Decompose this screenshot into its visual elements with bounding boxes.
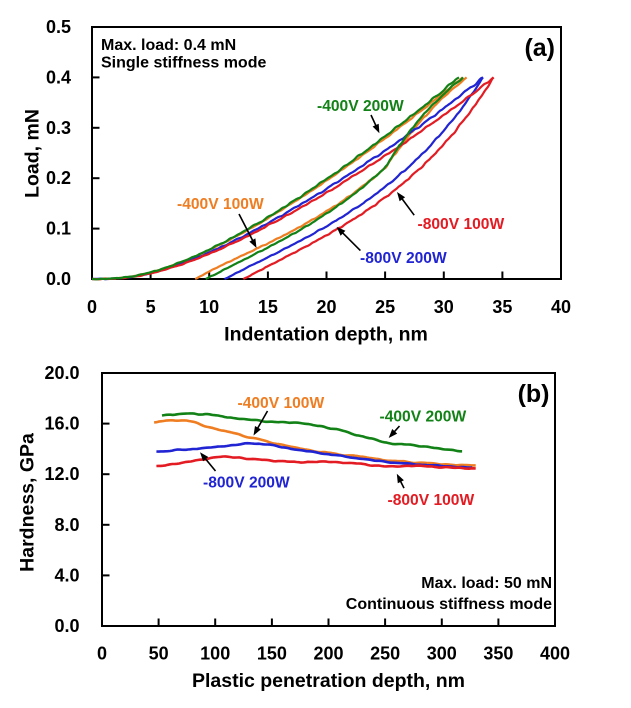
svg-text:Max. load: 50 mN: Max. load: 50 mN bbox=[421, 575, 552, 592]
svg-text:350: 350 bbox=[483, 644, 513, 664]
svg-text:250: 250 bbox=[370, 644, 400, 664]
svg-text:150: 150 bbox=[257, 644, 287, 664]
svg-text:Continuous stiffness mode: Continuous stiffness mode bbox=[346, 596, 552, 613]
svg-text:8.0: 8.0 bbox=[54, 515, 79, 535]
svg-text:200: 200 bbox=[313, 644, 343, 664]
svg-text:-800V 200W: -800V 200W bbox=[360, 250, 447, 267]
svg-text:35: 35 bbox=[492, 297, 512, 317]
svg-text:0.0: 0.0 bbox=[46, 269, 71, 289]
svg-text:25: 25 bbox=[375, 297, 395, 317]
svg-text:-800V 100W: -800V 100W bbox=[418, 216, 505, 233]
svg-text:Single stiffness mode: Single stiffness mode bbox=[101, 55, 266, 72]
svg-text:0.1: 0.1 bbox=[46, 219, 71, 239]
svg-text:10: 10 bbox=[199, 297, 219, 317]
svg-text:0.3: 0.3 bbox=[46, 118, 71, 138]
svg-text:Indentation depth, nm: Indentation depth, nm bbox=[224, 324, 428, 346]
svg-text:12.0: 12.0 bbox=[44, 464, 79, 484]
svg-text:-400V 100W: -400V 100W bbox=[177, 196, 264, 213]
svg-text:Max. load: 0.4 mN: Max. load: 0.4 mN bbox=[101, 37, 236, 54]
svg-text:Hardness, GPa: Hardness, GPa bbox=[17, 433, 39, 572]
svg-text:30: 30 bbox=[434, 297, 454, 317]
svg-text:50: 50 bbox=[149, 644, 169, 664]
svg-text:400: 400 bbox=[540, 644, 570, 664]
svg-text:0.2: 0.2 bbox=[46, 168, 71, 188]
svg-text:40: 40 bbox=[551, 297, 571, 317]
svg-text:0: 0 bbox=[87, 297, 97, 317]
svg-text:Plastic penetration depth, nm: Plastic penetration depth, nm bbox=[192, 670, 465, 692]
svg-text:Load, mN: Load, mN bbox=[22, 109, 44, 198]
svg-text:0.4: 0.4 bbox=[46, 67, 71, 87]
svg-text:-400V 200W: -400V 200W bbox=[380, 409, 467, 426]
svg-text:20.0: 20.0 bbox=[44, 363, 79, 383]
svg-text:(b): (b) bbox=[518, 380, 550, 408]
svg-text:0.5: 0.5 bbox=[46, 17, 71, 37]
svg-text:5: 5 bbox=[146, 297, 156, 317]
svg-text:-800V 100W: -800V 100W bbox=[388, 492, 475, 509]
svg-text:15: 15 bbox=[258, 297, 278, 317]
svg-text:4.0: 4.0 bbox=[54, 565, 79, 585]
svg-text:0: 0 bbox=[97, 644, 107, 664]
svg-text:-400V 200W: -400V 200W bbox=[317, 98, 404, 115]
svg-text:20: 20 bbox=[316, 297, 336, 317]
svg-text:0.0: 0.0 bbox=[54, 616, 79, 636]
svg-text:300: 300 bbox=[427, 644, 457, 664]
svg-text:(a): (a) bbox=[524, 34, 555, 62]
svg-text:16.0: 16.0 bbox=[44, 414, 79, 434]
svg-text:-400V 100W: -400V 100W bbox=[238, 395, 325, 412]
svg-text:-800V 200W: -800V 200W bbox=[203, 475, 290, 492]
svg-text:100: 100 bbox=[200, 644, 230, 664]
